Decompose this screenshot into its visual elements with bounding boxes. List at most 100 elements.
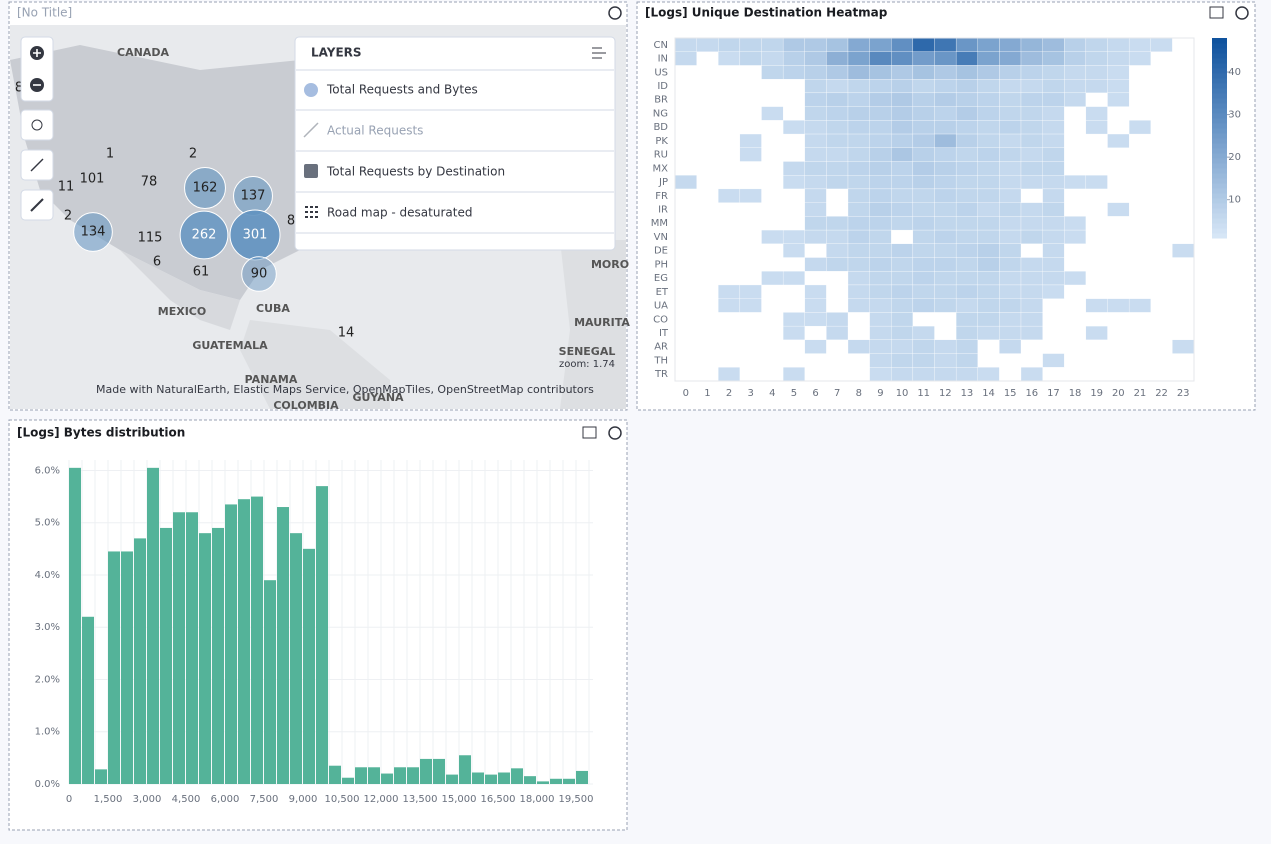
colorbar-segment — [1212, 128, 1227, 134]
layer-name[interactable]: Actual Requests — [327, 124, 423, 138]
column-label: 11 — [917, 388, 930, 399]
heat-cell — [869, 51, 892, 66]
heat-cell — [804, 79, 827, 94]
heat-cell — [869, 37, 892, 52]
heat-cell — [934, 229, 957, 244]
heat-cell — [912, 51, 935, 66]
panel-icons — [582, 6, 1249, 440]
layer-name[interactable]: Total Requests and Bytes — [326, 83, 478, 97]
heat-cell — [955, 175, 978, 190]
row-label: IT — [659, 328, 669, 339]
heat-cell — [891, 367, 914, 382]
folder-icon[interactable] — [582, 426, 597, 439]
heat-cell — [1042, 79, 1065, 94]
heat-cell — [1020, 216, 1043, 231]
bar — [251, 496, 263, 784]
heat-cell — [761, 106, 784, 121]
collapse-icon[interactable] — [592, 47, 606, 59]
heat-cell — [955, 325, 978, 340]
bar — [485, 774, 497, 784]
heat-cell — [869, 271, 892, 286]
heat-cell — [1042, 92, 1065, 107]
heat-cell — [977, 161, 1000, 176]
bar — [368, 767, 380, 784]
colorbar-label: 40 — [1228, 67, 1241, 78]
bar — [537, 781, 549, 784]
heat-cell — [891, 106, 914, 121]
heat-cell — [934, 257, 957, 272]
heat-cell — [955, 298, 978, 313]
heat-cell — [955, 37, 978, 52]
heat-cell — [912, 271, 935, 286]
heat-cell — [761, 271, 784, 286]
place-label: CANADA — [117, 46, 169, 59]
layer-icon — [305, 206, 318, 218]
heat-cell — [999, 51, 1022, 66]
heat-cell — [912, 216, 935, 231]
cluster-count: 1 — [106, 147, 114, 162]
heat-cell — [934, 65, 957, 80]
heat-cell — [804, 92, 827, 107]
heat-cell — [804, 133, 827, 148]
heat-cell — [739, 147, 762, 162]
heat-cell — [1020, 37, 1043, 52]
heat-cell — [847, 188, 870, 203]
heat-cell — [826, 325, 849, 340]
panel-title: [Logs] Bytes distribution — [17, 426, 185, 440]
heat-cell — [934, 51, 957, 66]
layer-name[interactable]: Total Requests by Destination — [326, 165, 505, 179]
colorbar-label: 20 — [1228, 152, 1241, 163]
bar — [394, 767, 406, 784]
heat-cell — [1064, 216, 1087, 231]
cluster-count: 115 — [138, 231, 163, 246]
heat-cell — [1020, 298, 1043, 313]
heat-cell — [761, 229, 784, 244]
x-tick-label: 4,500 — [172, 794, 201, 805]
settings-icon[interactable] — [1235, 6, 1249, 20]
heat-cell — [847, 339, 870, 354]
heat-cell — [869, 188, 892, 203]
colorbar-segment — [1212, 68, 1227, 74]
heat-cell — [955, 243, 978, 258]
column-label: 13 — [961, 388, 974, 399]
column-label: 23 — [1177, 388, 1190, 399]
icon — [33, 49, 41, 57]
zoom-controls[interactable] — [20, 36, 54, 102]
heat-cell — [999, 106, 1022, 121]
heat-cell — [912, 147, 935, 162]
heat-cell — [934, 202, 957, 217]
colorbar-segment — [1212, 58, 1227, 64]
heat-cell — [999, 65, 1022, 80]
heat-cell — [891, 339, 914, 354]
heat-cell — [891, 216, 914, 231]
cluster-bubble — [241, 256, 277, 292]
settings-icon[interactable] — [608, 6, 622, 20]
colorbar-segment — [1212, 203, 1227, 209]
folder-icon[interactable] — [1209, 6, 1224, 19]
colorbar-segment — [1212, 158, 1227, 164]
heat-cell — [869, 147, 892, 162]
heat-cell — [1107, 133, 1130, 148]
colorbar-segment — [1212, 188, 1227, 194]
cluster-count: 14 — [338, 326, 355, 341]
layer-name[interactable]: Road map - desaturated — [327, 206, 472, 220]
heat-cell — [869, 367, 892, 382]
heat-cell — [826, 243, 849, 258]
colorbar-segment — [1212, 173, 1227, 179]
x-tick-label: 10,500 — [325, 794, 360, 805]
layers-title: LAYERS — [311, 46, 362, 60]
heat-cell — [869, 120, 892, 135]
heat-cell — [1107, 37, 1130, 52]
heat-cell — [891, 79, 914, 94]
heat-cell — [977, 298, 1000, 313]
colorbar-segment — [1212, 48, 1227, 54]
locate-button[interactable] — [20, 109, 54, 141]
heat-cell — [955, 106, 978, 121]
row-label: PH — [654, 259, 668, 270]
heat-cell — [891, 271, 914, 286]
settings-icon[interactable] — [608, 426, 622, 440]
heat-cell — [1020, 202, 1043, 217]
cluster-count: 8 — [15, 81, 23, 96]
column-label: 17 — [1047, 388, 1060, 399]
heat-cell — [891, 92, 914, 107]
